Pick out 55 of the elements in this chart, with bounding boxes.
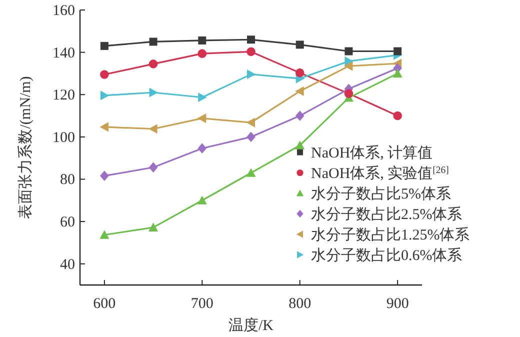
point [392,68,402,78]
point [394,47,402,56]
point [197,114,206,124]
legend-label: 水分子数占比5%体系 [311,185,451,202]
x-tick-label: 700 [190,296,214,312]
point [295,110,304,121]
legend-label: 水分子数占比1.25%体系 [311,226,470,244]
point [344,61,353,71]
point [344,89,354,98]
y-tick-label: 80 [60,172,75,188]
legend-label: NaOH体系, 实验值$^{[26]}$ [311,164,449,182]
y-tick-label: 60 [60,214,75,231]
legend-label: 水分子数占比2.5%体系 [311,206,462,223]
legend-label: NaOH体系, 计算值 [311,144,433,162]
y-axis-title: 表面张力系数/(mN/m) [17,76,34,219]
point [393,111,402,120]
point [148,60,158,68]
legend-label: 水分子数占比0.6%体系 [311,246,462,264]
point [148,124,158,134]
x-tick-label: 900 [386,296,409,312]
point [198,92,207,102]
point [295,140,305,150]
point [344,56,354,66]
x-axis-title: 温度/K [228,317,274,334]
point [246,118,255,128]
point [149,88,158,98]
point [100,42,108,50]
y-tick-label: 140 [52,45,75,62]
point [100,170,109,182]
point [198,36,206,44]
x-tick-label: 600 [93,296,116,312]
point [295,86,304,96]
point [246,168,256,177]
point [296,40,304,49]
y-tick-label: 40 [60,256,75,273]
x-tick-label: 800 [288,296,312,312]
point [344,47,353,56]
y-tick-label: 100 [52,130,75,146]
y-tick-label: 120 [52,88,75,104]
point [246,47,256,56]
point [295,68,304,78]
point [149,38,158,46]
point [100,122,108,132]
point [100,230,110,239]
point [100,90,110,100]
point [246,132,256,142]
point [100,70,109,79]
point [198,143,207,154]
point [247,36,255,44]
point [148,162,158,173]
point [197,196,207,204]
point [247,70,256,80]
point [198,49,207,58]
point [148,222,158,232]
y-tick-label: 160 [52,3,75,19]
